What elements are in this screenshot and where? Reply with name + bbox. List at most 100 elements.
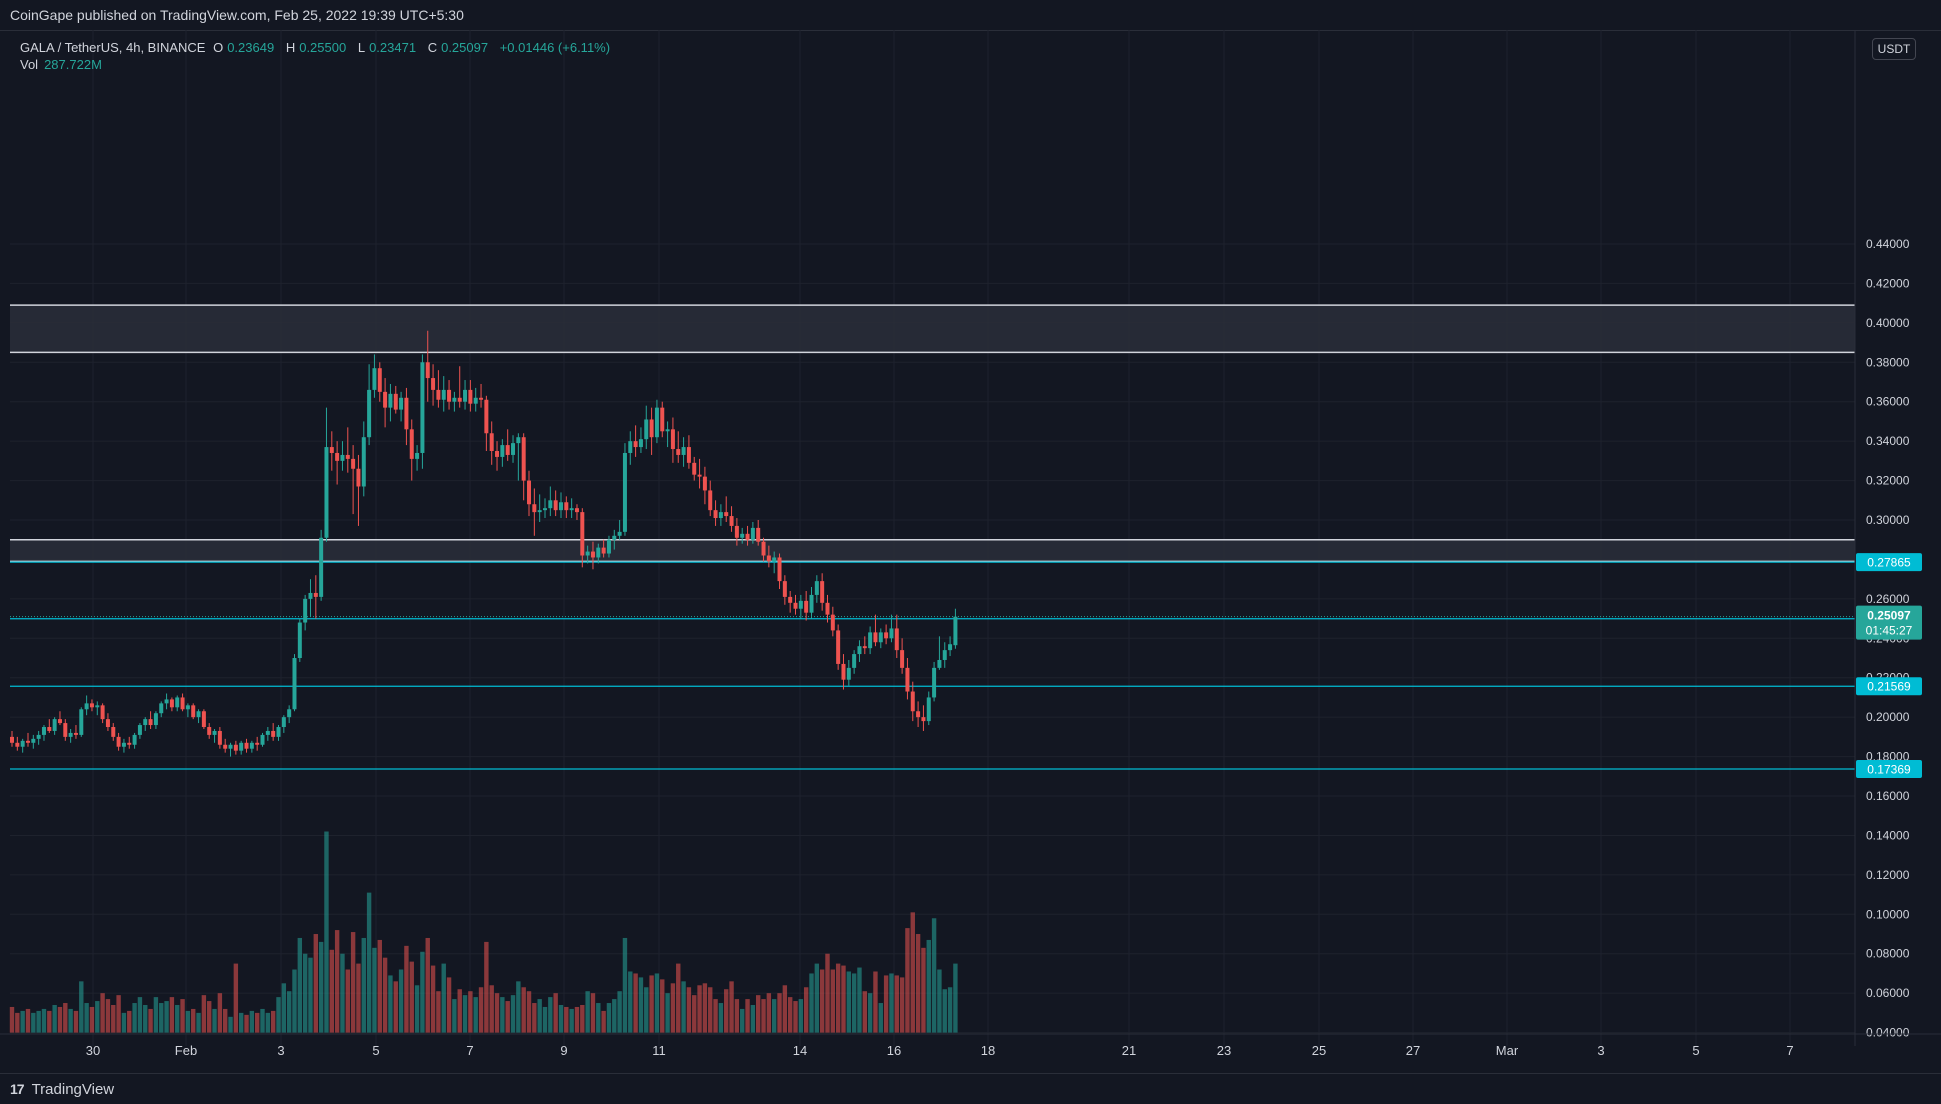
volume-bar <box>558 1004 564 1033</box>
price-labels: 0.278650.249930.215690.173690.2509701:45… <box>1856 553 1922 779</box>
candle-body <box>676 449 681 455</box>
volume-bar <box>345 969 350 1033</box>
volume-bar <box>526 991 532 1033</box>
candle-body <box>782 581 787 597</box>
candle-body <box>292 658 297 710</box>
candle-body <box>617 531 622 536</box>
volume-bar <box>713 999 718 1033</box>
candle-body <box>495 451 500 457</box>
high-label: H <box>285 40 296 55</box>
volume-bar <box>724 989 729 1033</box>
last-price-label: 0.25097 <box>1867 609 1911 623</box>
candle-body <box>425 362 430 379</box>
candle-body <box>889 628 894 639</box>
volume-bar <box>292 969 297 1033</box>
volume-bar <box>201 995 207 1033</box>
candle-body <box>308 592 313 599</box>
volume-bar <box>548 997 553 1033</box>
candle-body <box>41 727 46 735</box>
candle-body <box>590 551 595 558</box>
volume-bar <box>617 991 622 1033</box>
volume-bar <box>606 1003 612 1033</box>
volume-bar <box>878 1003 883 1033</box>
published-text: CoinGape published on TradingView.com, F… <box>10 7 464 23</box>
candle-body <box>121 742 126 747</box>
candle-body <box>921 717 926 722</box>
candle-body <box>638 439 643 448</box>
volume-bar <box>665 993 670 1033</box>
volume-bar <box>926 939 931 1033</box>
candle-body <box>420 362 425 453</box>
candle-body <box>36 734 41 739</box>
volume-bar <box>377 939 382 1033</box>
y-tick-label: 0.04000 <box>1866 1026 1910 1040</box>
symbol-label[interactable]: GALA / TetherUS, 4h, BINANCE <box>20 40 206 55</box>
volume-bar <box>649 975 654 1033</box>
volume-bar <box>84 1003 89 1033</box>
candle-body <box>569 508 574 511</box>
volume-bar <box>132 1003 137 1033</box>
x-tick-label: Mar <box>1496 1043 1519 1058</box>
candle-body <box>649 419 654 438</box>
volume-bar <box>420 951 425 1033</box>
candle-body <box>553 500 558 511</box>
volume-bar <box>196 1012 201 1033</box>
level-price-label: 0.17369 <box>1867 763 1911 777</box>
candle-body <box>532 504 537 513</box>
currency-unit-badge[interactable]: USDT <box>1872 38 1916 60</box>
volume-bar <box>233 963 239 1033</box>
level-price-label: 0.21569 <box>1867 680 1911 694</box>
volume-bar <box>612 999 617 1033</box>
volume-bar <box>175 1004 180 1033</box>
candle-body <box>820 581 825 603</box>
y-tick-label: 0.26000 <box>1866 592 1910 606</box>
resistance-zone <box>10 305 1855 353</box>
candle-body <box>100 705 105 720</box>
volume-bar <box>191 1008 196 1033</box>
volume-bar <box>686 987 692 1033</box>
volume-bar <box>31 1012 36 1033</box>
candle-body <box>223 744 228 749</box>
volume-bar <box>489 985 494 1033</box>
volume-bar <box>638 977 644 1033</box>
horizontal-levels <box>10 561 1855 770</box>
volume-bar <box>68 1008 73 1033</box>
candle-body <box>489 433 494 452</box>
candle-body <box>665 429 670 432</box>
candle-body <box>937 659 942 668</box>
volume-bar <box>329 949 334 1033</box>
candle-body <box>20 740 25 747</box>
y-tick-label: 0.34000 <box>1866 434 1910 448</box>
candle-body <box>697 474 702 477</box>
candle-body <box>329 447 334 453</box>
candle-body <box>537 510 542 513</box>
candle-body <box>244 742 249 749</box>
candle-body <box>10 736 14 743</box>
candle-body <box>132 734 137 745</box>
close-label: C <box>427 40 438 55</box>
volume-bar <box>308 957 313 1033</box>
volume-bar <box>809 973 814 1033</box>
volume-legend: Vol 287.722M <box>20 57 102 72</box>
candle-body <box>708 490 713 511</box>
candle-body <box>953 616 958 646</box>
candle-body <box>948 644 953 651</box>
volume-bar <box>404 945 409 1033</box>
candle-body <box>468 389 473 404</box>
candle-body <box>548 500 553 509</box>
candle-body <box>718 512 723 519</box>
candle-body <box>388 393 393 408</box>
volume-bar <box>95 1001 100 1033</box>
volume-bar <box>313 934 319 1033</box>
volume-bar <box>633 973 638 1033</box>
volume-bar <box>729 981 734 1033</box>
volume-bar <box>660 979 665 1033</box>
volume-bar <box>798 999 804 1033</box>
volume-bar <box>52 1004 57 1033</box>
x-tick-label: 3 <box>277 1043 284 1058</box>
candle-body <box>527 480 532 505</box>
candle-body <box>596 547 601 558</box>
volume-bar <box>409 961 414 1033</box>
candle-body <box>574 508 579 513</box>
